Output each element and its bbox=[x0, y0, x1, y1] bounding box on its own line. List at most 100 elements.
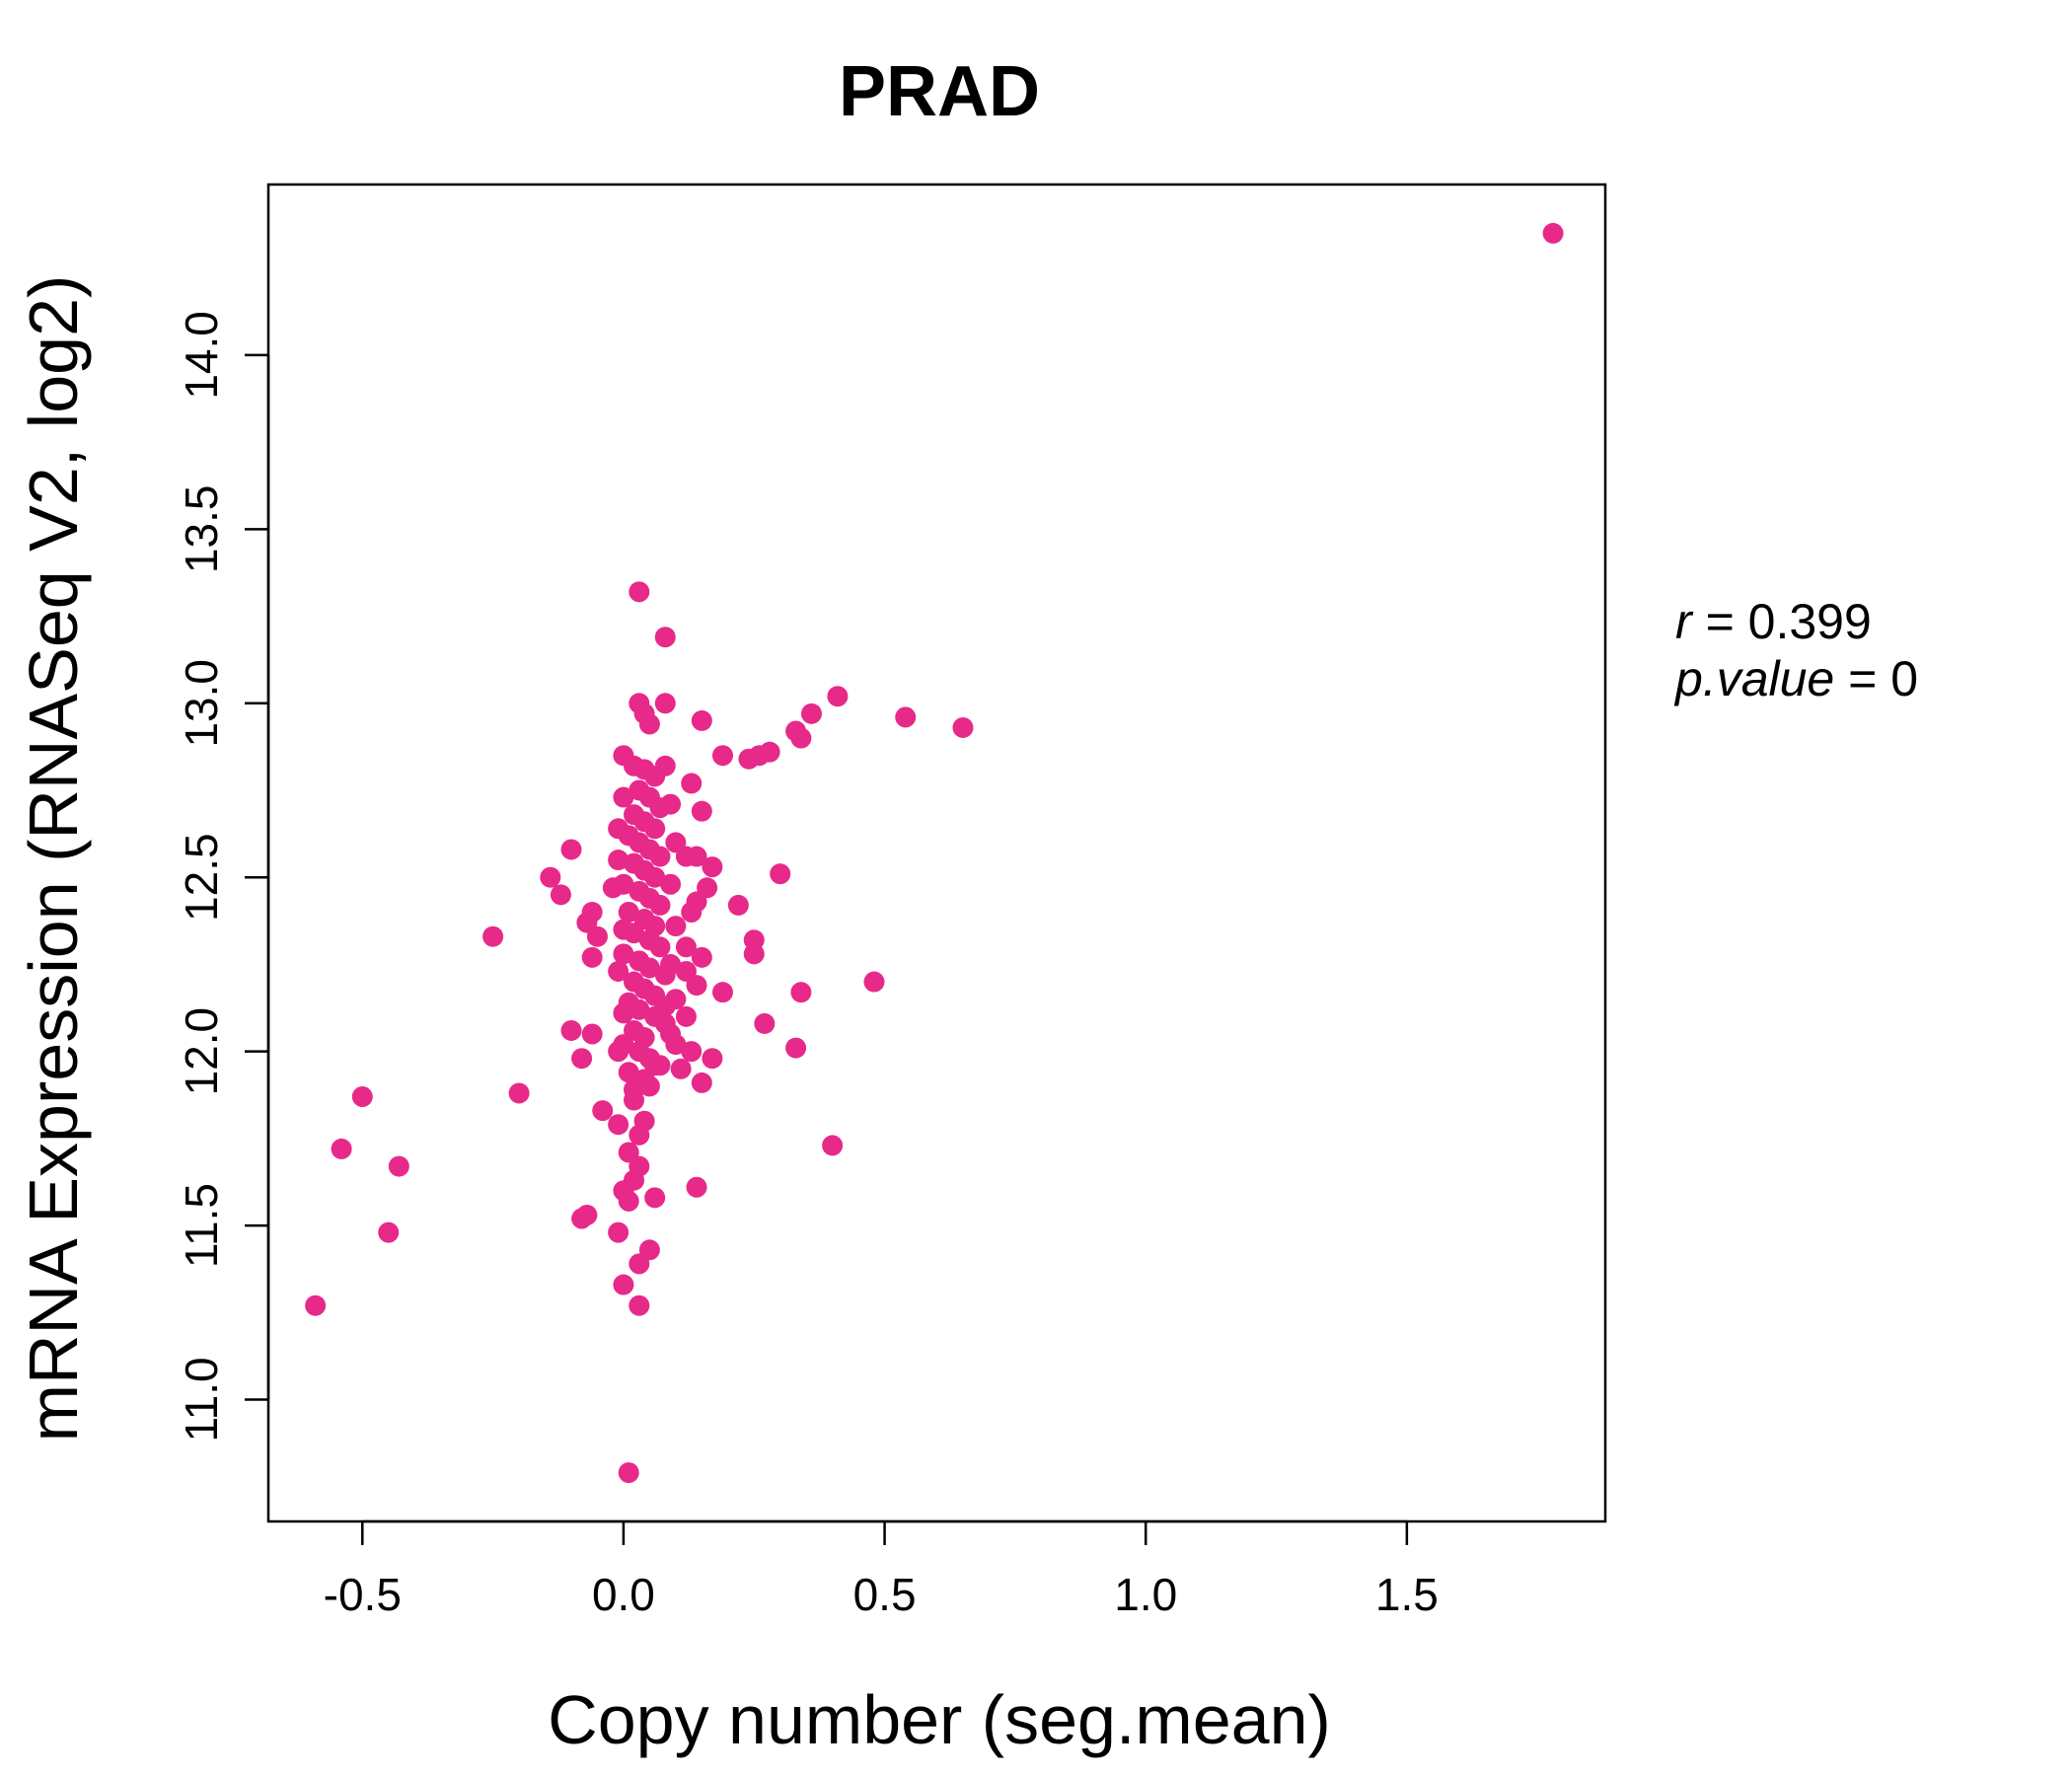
data-point bbox=[581, 1023, 603, 1045]
data-point bbox=[785, 1037, 807, 1059]
data-point bbox=[691, 709, 712, 731]
data-point bbox=[649, 1055, 671, 1076]
data-point bbox=[305, 1295, 327, 1316]
data-point bbox=[711, 745, 733, 767]
data-point bbox=[665, 832, 687, 853]
data-point bbox=[571, 1048, 593, 1070]
data-point bbox=[581, 946, 603, 968]
data-point bbox=[770, 863, 791, 885]
y-tick-label: 11.0 bbox=[176, 1357, 227, 1442]
data-point bbox=[654, 1012, 676, 1034]
data-point bbox=[618, 1142, 639, 1163]
data-point bbox=[754, 1012, 776, 1034]
x-tick-label: -0.5 bbox=[324, 1569, 402, 1620]
plot-frame bbox=[266, 183, 1607, 1523]
data-point bbox=[608, 850, 629, 871]
y-tick-label: 12.5 bbox=[176, 833, 227, 922]
x-tick-label: 1.5 bbox=[1375, 1569, 1439, 1620]
x-tick-label: 0.5 bbox=[853, 1569, 917, 1620]
data-point bbox=[644, 866, 666, 888]
y-tick-label: 14.0 bbox=[176, 311, 227, 400]
data-point bbox=[649, 846, 671, 867]
data-point bbox=[727, 894, 749, 916]
svg-text:p.value = 0: p.value = 0 bbox=[1673, 651, 1918, 706]
x-axis-label: Copy number (seg.mean) bbox=[548, 1681, 1331, 1758]
data-point bbox=[743, 943, 765, 965]
y-axis-label: mRNA Expression (RNASeq V2, log2) bbox=[15, 275, 92, 1443]
data-point bbox=[629, 581, 650, 603]
data-point bbox=[608, 818, 629, 840]
data-point bbox=[644, 818, 666, 840]
data-point bbox=[675, 936, 697, 958]
data-point bbox=[686, 975, 707, 997]
data-point bbox=[540, 866, 561, 888]
data-point bbox=[331, 1138, 352, 1159]
data-point bbox=[1542, 222, 1564, 244]
r-label: r bbox=[1675, 594, 1694, 649]
chart-title: PRAD bbox=[839, 52, 1040, 131]
data-point bbox=[550, 884, 571, 906]
data-point bbox=[629, 999, 650, 1020]
data-point bbox=[638, 713, 660, 735]
data-point bbox=[618, 1462, 639, 1484]
data-point bbox=[613, 919, 634, 940]
data-point bbox=[895, 706, 917, 728]
data-point bbox=[654, 996, 676, 1017]
correlation-annotation: r = 0.399 p.value = 0 bbox=[1673, 594, 1918, 706]
data-point bbox=[691, 946, 712, 968]
data-point bbox=[560, 839, 582, 860]
x-tick-label: 1.0 bbox=[1114, 1569, 1177, 1620]
data-point bbox=[592, 1100, 614, 1122]
data-point bbox=[660, 953, 682, 975]
data-point bbox=[790, 727, 812, 749]
data-point bbox=[800, 703, 822, 724]
x-axis: -0.5 0.0 0.5 1.0 1.5 bbox=[324, 1519, 1439, 1620]
data-point bbox=[654, 755, 676, 777]
data-point bbox=[827, 686, 849, 707]
data-point bbox=[738, 748, 760, 770]
data-point bbox=[388, 1155, 409, 1177]
data-point bbox=[613, 1274, 634, 1295]
data-point bbox=[681, 773, 703, 794]
data-point bbox=[638, 1239, 660, 1261]
data-point bbox=[649, 936, 671, 958]
data-point bbox=[863, 971, 885, 993]
data-point bbox=[508, 1082, 530, 1104]
y-axis: 11.0 11.5 12.0 12.5 13.0 13.5 14.0 bbox=[176, 311, 270, 1443]
data-point bbox=[660, 873, 682, 895]
y-tick-label: 13.5 bbox=[176, 485, 227, 574]
data-point bbox=[560, 1019, 582, 1041]
data-point bbox=[952, 716, 974, 738]
data-point bbox=[618, 901, 639, 923]
data-point bbox=[654, 693, 676, 714]
x-tick-label: 0.0 bbox=[592, 1569, 655, 1620]
data-point bbox=[618, 1062, 639, 1083]
p-label: p.value bbox=[1673, 651, 1834, 706]
data-point bbox=[711, 982, 733, 1003]
data-point bbox=[482, 925, 504, 947]
y-tick-label: 12.0 bbox=[176, 1007, 227, 1096]
data-point bbox=[351, 1086, 373, 1108]
data-point bbox=[613, 943, 634, 965]
p-value: 0 bbox=[1890, 651, 1918, 706]
data-point bbox=[702, 1048, 723, 1070]
data-point bbox=[654, 627, 676, 648]
data-point bbox=[660, 793, 682, 815]
data-point bbox=[691, 1072, 712, 1093]
data-point bbox=[649, 894, 671, 916]
data-point bbox=[624, 1078, 645, 1100]
data-point bbox=[602, 877, 624, 899]
data-point bbox=[608, 1114, 629, 1136]
data-point bbox=[618, 1190, 639, 1212]
data-point bbox=[629, 1124, 650, 1146]
data-point bbox=[675, 1005, 697, 1027]
data-point bbox=[691, 800, 712, 822]
data-point bbox=[681, 1041, 703, 1063]
data-point bbox=[822, 1135, 844, 1156]
data-point bbox=[576, 1204, 598, 1225]
data-point bbox=[378, 1221, 400, 1243]
y-tick-label: 13.0 bbox=[176, 659, 227, 748]
data-point bbox=[608, 960, 629, 982]
data-point bbox=[608, 1221, 629, 1243]
